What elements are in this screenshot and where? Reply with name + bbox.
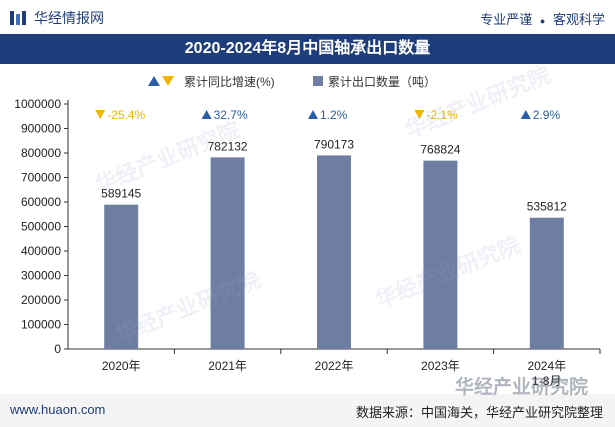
x-tick-label: 2024年 [527,359,566,373]
y-tick-label: 700000 [21,171,61,185]
brand[interactable]: 华经情报网 [10,8,104,28]
bottom-watermark: 华经产业研究院 [455,377,589,398]
bar [423,160,458,349]
growth-label: -2.1% [426,108,458,122]
legend-down-triangle [162,76,174,86]
slogan: 专业严谨 ● 客观科学 [480,9,605,28]
growth-label: 32.7% [214,108,248,122]
legend-bar-swatch [313,76,323,86]
y-tick-label: 300000 [21,269,61,283]
bar [529,217,564,349]
growth-label: -25.4% [107,108,145,122]
y-tick-label: 200000 [21,293,61,307]
y-tick-label: 100000 [21,318,61,332]
y-tick-label: 1000000 [14,97,61,111]
bar [317,155,351,349]
growth-up-triangle [308,110,318,119]
site-link[interactable]: www.huaon.com [10,402,106,417]
y-tick-label: 900000 [21,122,61,136]
logo-icon [10,11,26,25]
y-tick-label: 800000 [21,146,61,160]
top-bar: 华经情报网 专业严谨 ● 客观科学 [0,0,615,34]
bar [104,204,139,349]
y-tick-label: 600000 [21,195,61,209]
growth-up-triangle [520,110,531,119]
bar-value-label: 768824 [420,143,460,157]
chart-title: 2020-2024年8月中国轴承出口数量 [0,34,615,64]
bar-value-label: 790173 [314,137,354,151]
bar-value-label: 589145 [101,187,141,201]
growth-label: 2.9% [533,108,561,122]
data-source: 数据来源：中国海关，华经产业研究院整理 [355,405,603,420]
bar-chart: 累计同比增速(%) 累计出口数量（吨） 0 100000 200000 300000 400… [14,74,601,388]
legend-growth-label: 累计同比增速(%) [184,75,275,89]
brand-name: 华经情报网 [34,10,104,26]
growth-up-triangle [201,110,212,119]
y-tick-label: 0 [54,342,61,356]
x-tick-label: 2023年 [421,359,460,373]
x-tick-label: 1-8月 [532,374,561,388]
slogan-right: 客观科学 [552,12,605,27]
legend-volume-label: 累计出口数量（吨） [328,74,436,89]
growth-label: 1.2% [320,108,348,122]
y-tick-label: 400000 [21,244,61,258]
chart-area: 累计同比增速(%) 累计出口数量（吨） 0 100000 200000 300000 400… [0,64,615,394]
bar-value-label: 782132 [208,139,248,153]
bar [210,157,245,349]
x-tick-label: 2021年 [208,359,247,373]
slogan-left: 专业严谨 [480,12,533,27]
bar-value-label: 535812 [527,200,567,214]
slogan-dot: ● [539,16,546,26]
growth-down-triangle [95,110,106,119]
x-tick-label: 2022年 [315,359,354,373]
x-tick-label: 2020年 [102,359,141,373]
legend-up-triangle [148,76,160,86]
growth-down-triangle [414,110,425,119]
y-tick-label: 500000 [21,220,61,234]
footer: www.huaon.com 数据来源：中国海关，华经产业研究院整理 [0,394,615,427]
